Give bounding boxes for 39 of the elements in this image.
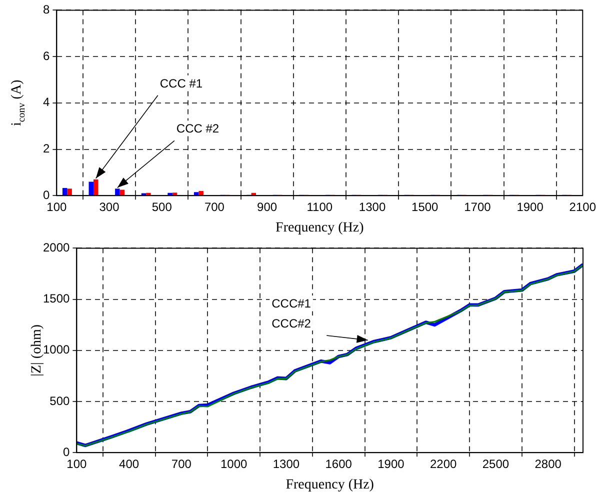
x-tick-label: 1000	[220, 457, 248, 472]
annotation: CCC #1	[160, 76, 203, 90]
x-tick-label: 100	[46, 200, 68, 214]
x-tick-label: 700	[171, 457, 192, 472]
y-tick-label: 6	[42, 48, 50, 63]
y-axis-title: |Z| (ohm)	[30, 324, 45, 376]
y-tick-label: 0	[63, 444, 70, 459]
y-tick-label: 0	[42, 188, 50, 202]
x-tick-label: 1100	[306, 200, 333, 214]
y-tick-label: 1000	[42, 342, 70, 357]
y-tick-label: 8	[42, 2, 50, 17]
annotation: CCC #2	[176, 122, 220, 136]
x-tick-label: 2100	[569, 200, 596, 214]
y-tick-label: 2	[42, 142, 50, 156]
x-tick-label: 1900	[516, 200, 544, 214]
x-axis-title: Frequency (Hz)	[276, 220, 364, 236]
x-tick-label: 1300	[358, 200, 386, 214]
x-tick-label: 500	[152, 200, 172, 214]
x-tick-label: 100	[66, 457, 88, 472]
x-tick-label: 2500	[482, 457, 510, 472]
x-tick-label: 300	[99, 200, 120, 214]
x-tick-label: 1500	[412, 200, 439, 214]
annotation: CCC#2	[272, 316, 312, 330]
x-axis-title: Frequency (Hz)	[286, 478, 374, 493]
x-tick-label: 700	[204, 200, 225, 214]
x-tick-label: 900	[257, 200, 278, 214]
y-axis-title: iconv (A)	[10, 79, 28, 126]
x-tick-label: 1600	[325, 457, 352, 472]
y-tick-label: 500	[50, 394, 70, 408]
annotation: CCC#1	[272, 296, 312, 310]
y-tick-label: 4	[42, 95, 50, 110]
x-tick-label: 2200	[430, 457, 457, 472]
x-tick-label: 400	[119, 457, 140, 472]
x-tick-label: 1900	[378, 457, 405, 472]
y-tick-label: 1500	[42, 292, 70, 306]
y-tick-label: 2000	[42, 240, 70, 255]
x-tick-label: 2800	[534, 457, 562, 472]
x-tick-label: 1700	[464, 200, 492, 214]
x-tick-label: 1300	[272, 457, 300, 472]
